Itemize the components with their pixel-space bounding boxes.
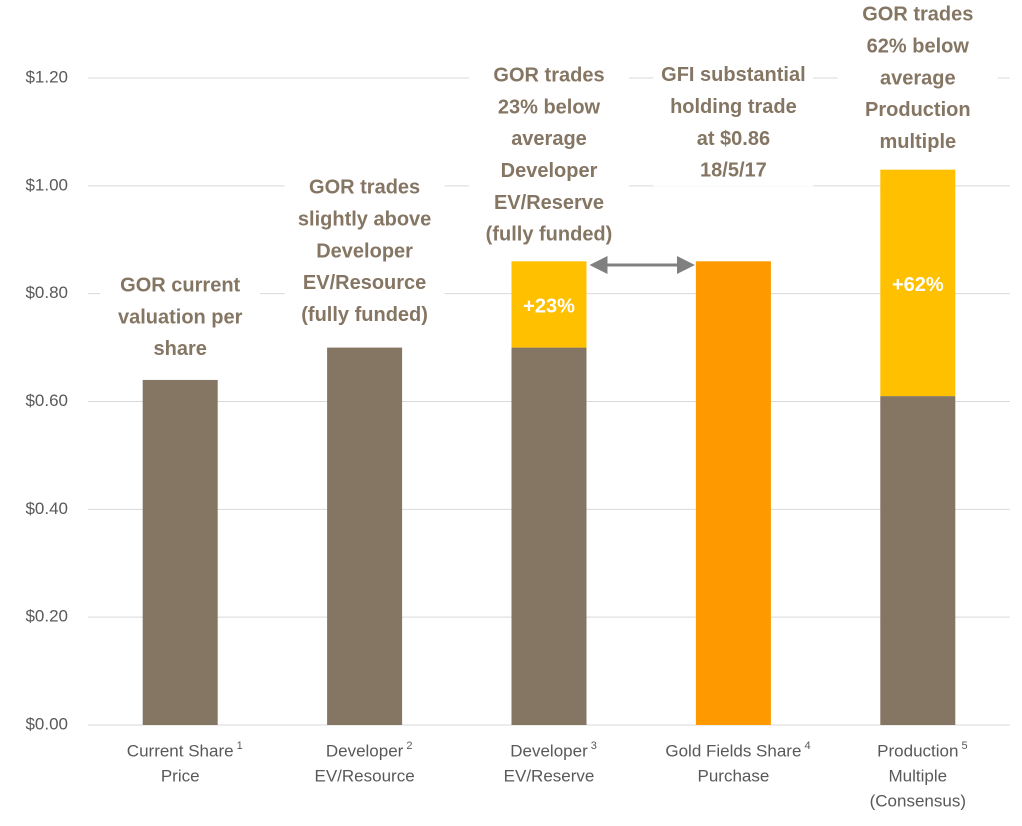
bar-segment [880,396,956,725]
annotation-bg [653,60,814,187]
x-tick-label: Current Share [127,741,234,760]
x-tick-label: EV/Reserve [504,766,595,785]
annotation: 18/5/17 [700,160,767,182]
y-tick-label: $0.40 [25,499,68,518]
annotation: average [511,128,587,150]
annotation: (fully funded) [486,224,613,246]
annotation: GFI substantial [661,64,805,86]
segment-label: +62% [892,274,944,296]
annotation: (fully funded) [301,304,428,326]
x-tick-label: Developer [326,741,404,760]
bar-segment [511,261,587,348]
x-tick-label: Gold Fields Share [665,741,801,760]
annotation: Developer [501,160,598,182]
y-tick-label: $1.20 [25,67,68,86]
footnote-mark: 3 [591,740,597,752]
annotation: Developer [316,240,413,262]
footnote-mark: 1 [237,740,243,752]
x-tick-label: Price [161,766,200,785]
annotation: 23% below [498,96,601,118]
annotation: at $0.86 [697,128,770,150]
annotation: Production [865,99,971,121]
annotation: valuation per [118,306,243,328]
annotation: EV/Reserve [494,192,604,214]
x-tick-label: EV/Resource [315,766,415,785]
bar-segment [142,379,218,725]
annotation: EV/Resource [303,272,426,294]
y-tick-label: $0.20 [25,607,68,626]
footnote-mark: 2 [406,740,412,752]
x-tick-label: Multiple [889,766,948,785]
annotation: GOR trades [309,177,420,199]
annotation-bg [100,271,261,365]
bar-segment [880,169,956,397]
y-tick-label: $0.00 [25,714,68,733]
annotation: slightly above [298,208,431,230]
annotation: 62% below [867,36,970,58]
bar-segment [695,261,771,725]
annotation: GOR trades [862,4,973,26]
x-tick-label: Production [877,741,958,760]
footnote-mark: 5 [961,740,967,752]
annotation: holding trade [670,96,797,118]
x-tick-label: (Consensus) [870,791,966,810]
y-tick-label: $1.00 [25,175,68,194]
footnote-mark: 4 [804,740,810,752]
annotation: GOR trades [493,65,604,87]
annotation-bg [284,173,445,331]
bar-segment [511,347,587,725]
segment-label: +23% [523,296,575,318]
y-tick-label: $0.60 [25,391,68,410]
y-tick-label: $0.80 [25,283,68,302]
annotation-bg [837,0,998,158]
x-tick-label: Purchase [697,766,769,785]
bar-segment [327,347,403,725]
annotation: GOR current [120,275,240,297]
annotation: average [880,67,956,89]
annotation: share [154,338,207,360]
x-tick-label: Developer [510,741,588,760]
annotation-bg [469,61,629,251]
annotation: multiple [879,131,956,153]
